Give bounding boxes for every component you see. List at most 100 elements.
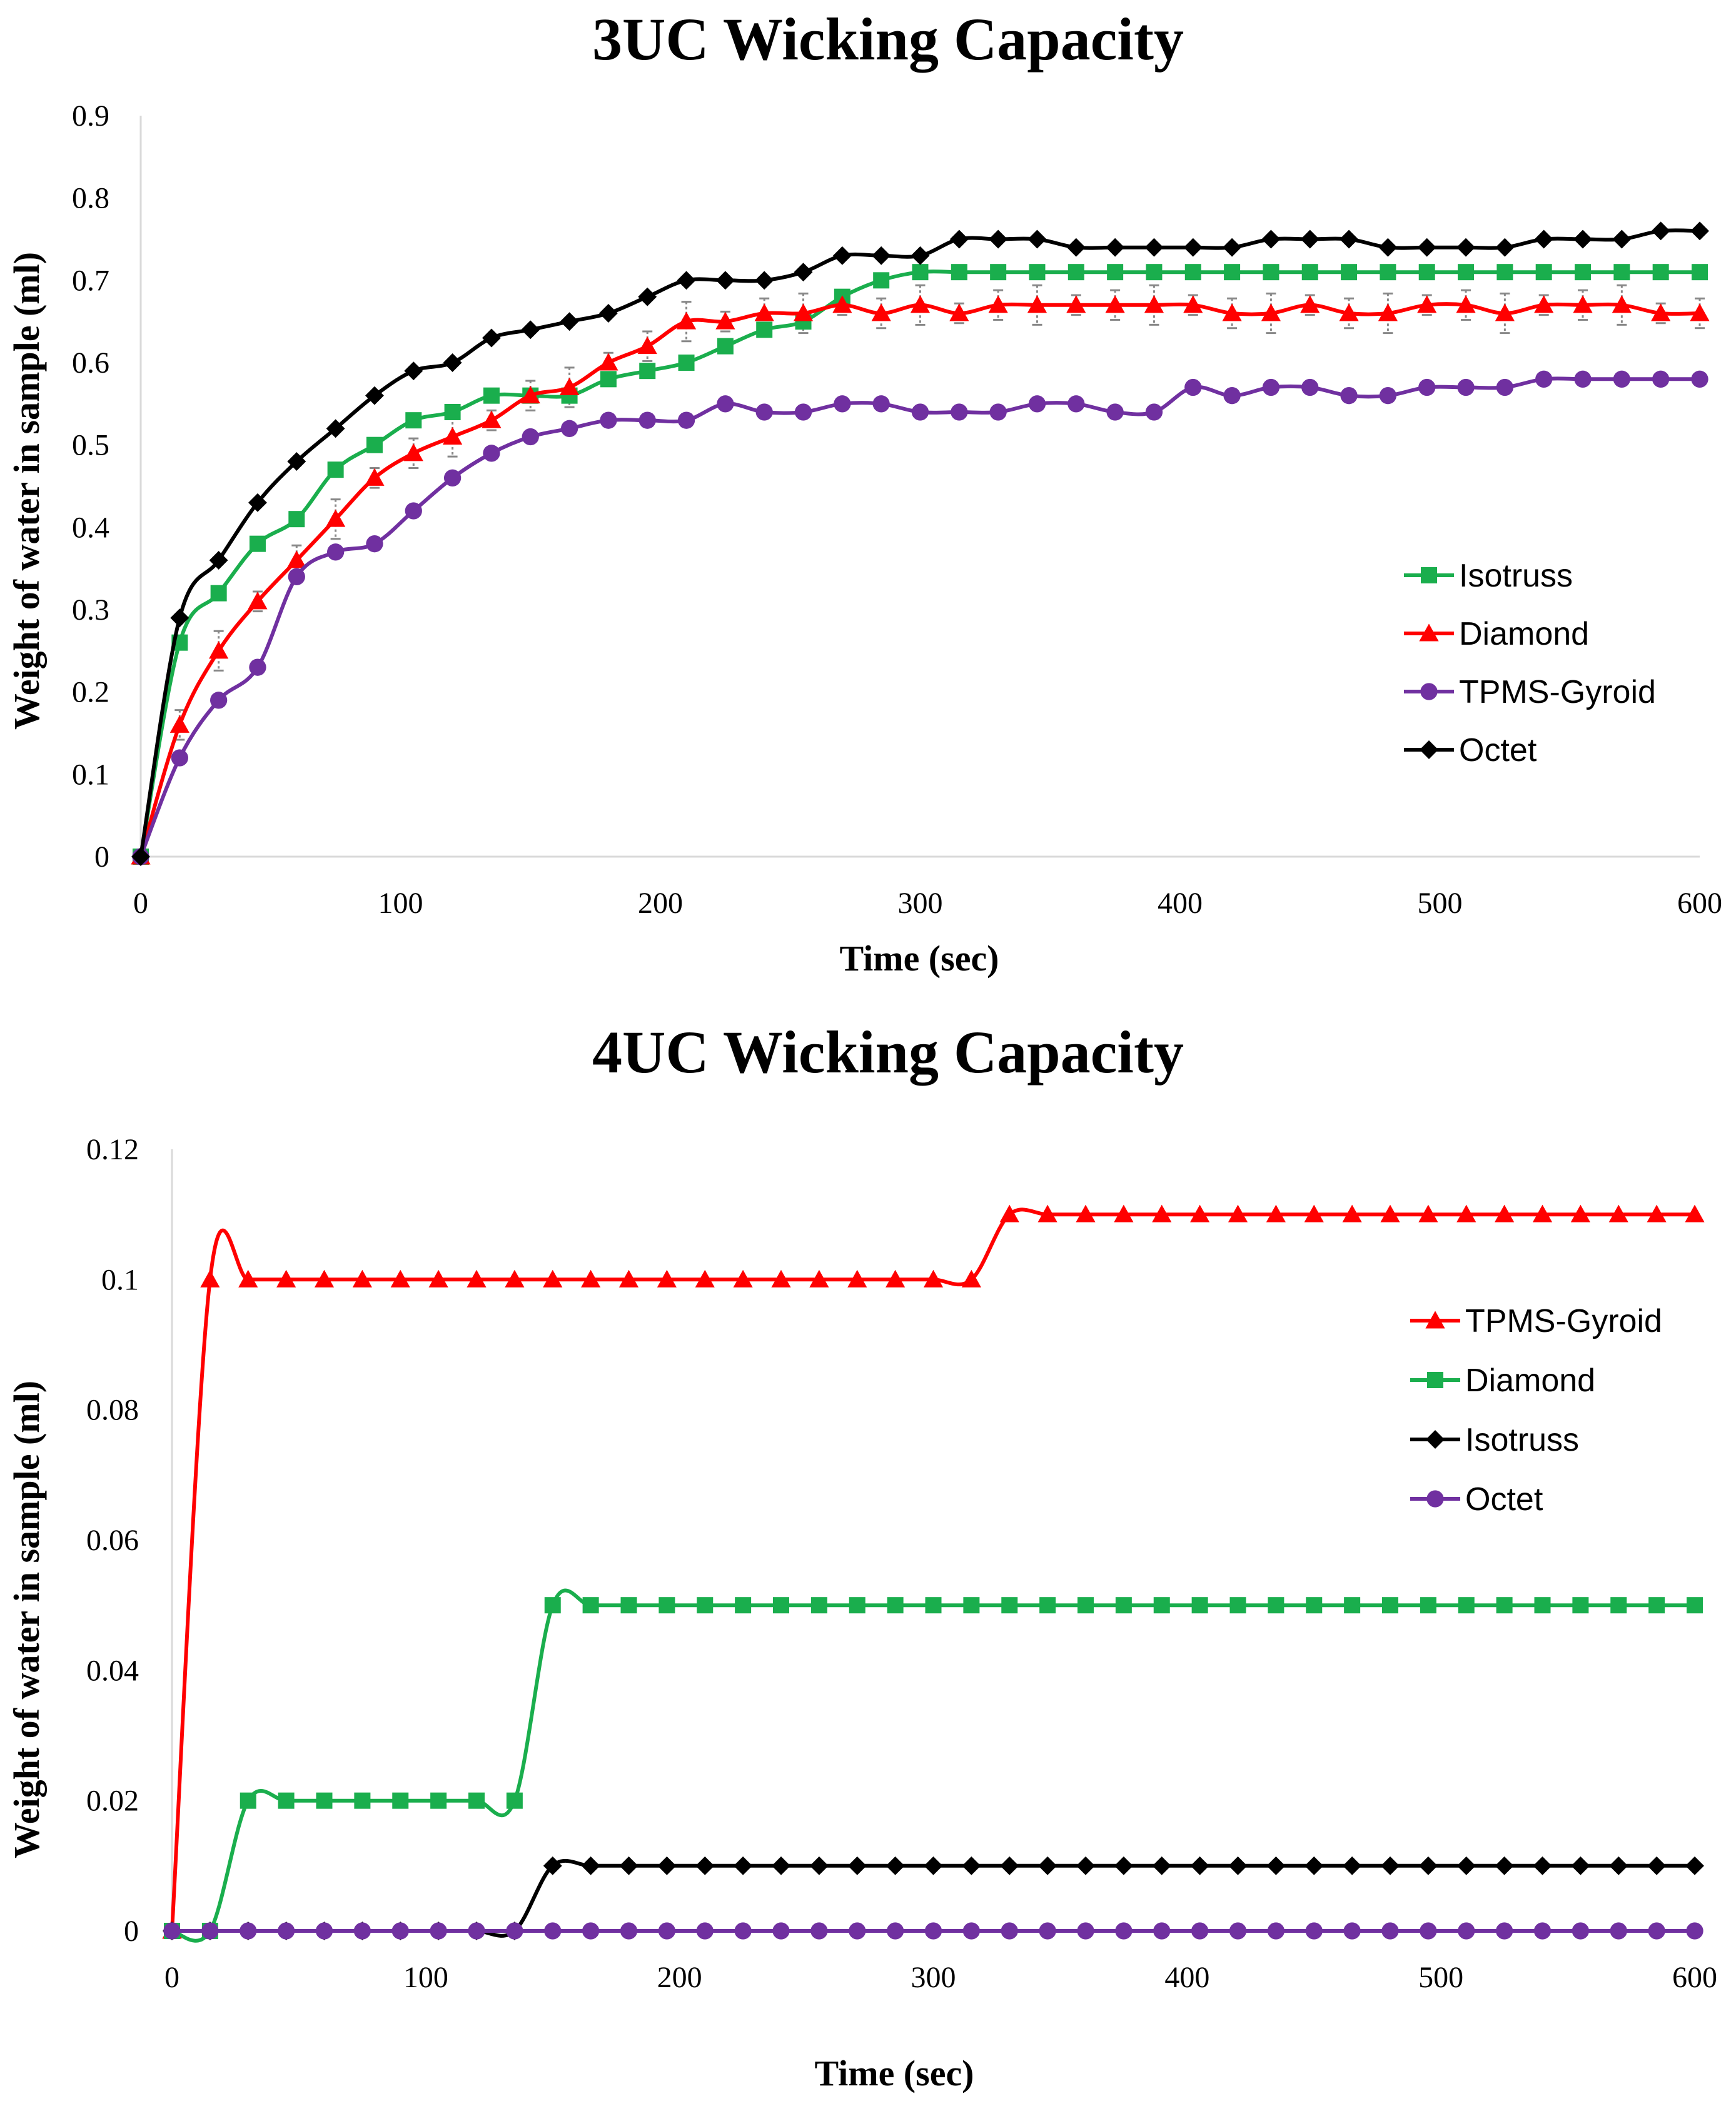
data-point: [638, 287, 657, 306]
data-point: [505, 1269, 525, 1287]
data-point: [443, 469, 462, 486]
data-point: [1228, 1204, 1248, 1222]
data-point: [619, 1856, 638, 1875]
data-point: [365, 386, 384, 405]
legend-marker: [1420, 740, 1438, 759]
data-point: [1266, 1204, 1286, 1222]
x-tick-label: 400: [1164, 1961, 1209, 1994]
data-point: [543, 1269, 563, 1287]
data-point: [1224, 264, 1241, 281]
data-point: [1261, 303, 1281, 321]
data-point: [315, 1922, 333, 1940]
data-point: [1028, 395, 1046, 413]
y-tick-label: 0.6: [72, 346, 109, 380]
data-point: [657, 1269, 677, 1287]
data-point: [1144, 295, 1164, 313]
legend-marker: [1425, 1311, 1445, 1329]
chart-title: 3UC Wicking Capacity: [592, 6, 1184, 73]
data-point: [286, 550, 306, 568]
data-point: [560, 420, 578, 437]
legend-label: Diamond: [1459, 616, 1589, 652]
data-point: [1647, 1856, 1667, 1875]
data-point: [1067, 395, 1085, 413]
data-point: [618, 1269, 639, 1287]
data-point: [871, 303, 891, 321]
y-tick-label: 0.9: [72, 99, 109, 133]
data-point: [1574, 370, 1592, 388]
data-point: [1077, 1922, 1094, 1940]
data-point: [849, 1597, 865, 1614]
data-point: [990, 264, 1007, 281]
data-point: [1610, 1922, 1627, 1940]
data-point: [543, 1856, 562, 1875]
data-point: [755, 403, 773, 421]
data-point: [238, 1269, 258, 1287]
data-point: [1267, 1922, 1285, 1940]
data-point: [962, 1922, 981, 1940]
data-point: [1613, 370, 1631, 388]
data-point: [1690, 303, 1710, 321]
x-tick-label: 600: [1672, 1961, 1717, 1994]
data-point: [287, 452, 306, 471]
data-point: [1685, 1856, 1704, 1875]
y-tick-label: 0.12: [86, 1133, 139, 1166]
legend-marker: [1420, 683, 1438, 700]
data-point: [327, 461, 344, 478]
y-tick-label: 0.1: [72, 758, 109, 791]
data-point: [911, 246, 930, 265]
data-point: [1532, 1204, 1553, 1222]
data-point: [598, 304, 618, 323]
data-point: [735, 1597, 752, 1614]
data-point: [248, 493, 267, 512]
data-point: [1458, 264, 1475, 281]
data-point: [1066, 238, 1086, 257]
data-point: [430, 1922, 447, 1940]
legend-marker: [1426, 1490, 1444, 1508]
data-point: [1495, 1922, 1513, 1940]
y-tick-labels: 0 0.1 0.2 0.3 0.4 0.5 0.6 0.7 0.8 0.9: [72, 99, 109, 874]
data-point: [678, 355, 695, 371]
data-point: [873, 272, 890, 289]
data-point: [794, 263, 813, 282]
error-bar: [213, 630, 224, 672]
data-point: [326, 543, 345, 561]
data-point: [772, 1856, 790, 1875]
data-point: [1417, 238, 1436, 257]
data-point: [886, 1269, 906, 1287]
data-point: [886, 1856, 905, 1875]
data-point: [1223, 387, 1241, 405]
data-point: [1381, 1856, 1400, 1875]
data-point: [1106, 403, 1124, 421]
error-bar: [1383, 292, 1393, 335]
data-point: [1229, 1922, 1247, 1940]
legend: TPMS-Gyroid Diamond Isotruss Octet: [1410, 1303, 1662, 1518]
data-point: [1534, 295, 1554, 313]
data-point: [1077, 1597, 1094, 1614]
series-diamond: [131, 295, 1710, 865]
data-point: [1145, 403, 1163, 421]
legend-item: Octet: [1410, 1481, 1543, 1518]
data-point: [1340, 387, 1358, 405]
data-point: [1458, 1597, 1475, 1614]
data-point: [988, 295, 1008, 313]
error-bar: [564, 366, 575, 408]
data-point: [1417, 295, 1437, 313]
x-tick-label: 400: [1158, 887, 1203, 920]
data-point: [961, 1269, 981, 1287]
data-point: [210, 585, 227, 602]
error-bar: [330, 498, 341, 540]
data-point: [1001, 1922, 1018, 1940]
data-point: [1223, 238, 1242, 257]
data-point: [1609, 1856, 1628, 1875]
data-point: [1076, 1204, 1096, 1222]
data-point: [1190, 1856, 1209, 1875]
x-axis-label: Time (sec): [815, 2053, 974, 2093]
data-point: [925, 1597, 942, 1614]
data-point: [366, 535, 383, 553]
data-point: [1495, 303, 1515, 321]
data-point: [620, 1597, 637, 1614]
data-point: [443, 353, 462, 372]
data-point: [392, 1792, 409, 1809]
data-point: [717, 338, 734, 355]
data-point: [171, 749, 188, 767]
